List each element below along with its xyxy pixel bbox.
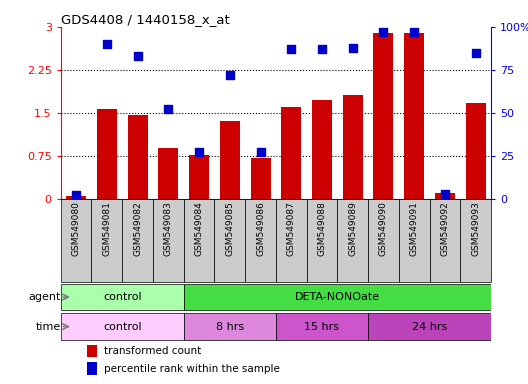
Bar bbox=[250, 157, 270, 199]
Point bbox=[102, 41, 111, 47]
Text: GSM549087: GSM549087 bbox=[287, 202, 296, 256]
Bar bbox=[61, 199, 91, 282]
Bar bbox=[343, 94, 363, 199]
Bar bbox=[220, 121, 240, 199]
Bar bbox=[61, 313, 184, 340]
Bar bbox=[184, 199, 214, 282]
Bar bbox=[97, 109, 117, 199]
Bar bbox=[184, 313, 276, 340]
Point bbox=[410, 29, 418, 35]
Text: GSM549093: GSM549093 bbox=[471, 202, 480, 256]
Point bbox=[379, 29, 388, 35]
Bar bbox=[184, 284, 491, 310]
Bar bbox=[153, 199, 184, 282]
Bar bbox=[430, 199, 460, 282]
Bar bbox=[189, 155, 209, 199]
Bar bbox=[128, 115, 147, 199]
Text: GSM549081: GSM549081 bbox=[102, 202, 111, 256]
Bar bbox=[460, 199, 491, 282]
Text: time: time bbox=[35, 321, 61, 332]
Text: 8 hrs: 8 hrs bbox=[216, 321, 244, 332]
Bar bbox=[399, 199, 430, 282]
Text: GDS4408 / 1440158_x_at: GDS4408 / 1440158_x_at bbox=[61, 13, 230, 26]
Bar bbox=[368, 313, 491, 340]
Point bbox=[134, 53, 142, 59]
Text: GSM549084: GSM549084 bbox=[194, 202, 203, 256]
Point bbox=[72, 192, 80, 199]
Text: GSM549091: GSM549091 bbox=[410, 202, 419, 256]
Bar bbox=[373, 33, 393, 199]
Point bbox=[164, 106, 173, 113]
Text: control: control bbox=[103, 292, 142, 302]
Bar bbox=[122, 199, 153, 282]
Bar bbox=[435, 193, 455, 199]
Bar bbox=[158, 149, 178, 199]
Text: GSM549090: GSM549090 bbox=[379, 202, 388, 256]
Bar bbox=[91, 199, 122, 282]
Bar bbox=[337, 199, 368, 282]
Bar bbox=[245, 199, 276, 282]
Text: GSM549082: GSM549082 bbox=[133, 202, 142, 256]
Bar bbox=[87, 345, 97, 357]
Text: 15 hrs: 15 hrs bbox=[305, 321, 340, 332]
Text: GSM549088: GSM549088 bbox=[317, 202, 326, 256]
Bar bbox=[61, 284, 184, 310]
Point bbox=[348, 45, 357, 51]
Point bbox=[256, 149, 265, 156]
Point bbox=[318, 46, 326, 52]
Bar bbox=[281, 107, 301, 199]
Bar bbox=[276, 199, 307, 282]
Bar bbox=[312, 100, 332, 199]
Text: agent: agent bbox=[29, 292, 61, 302]
Text: GSM549083: GSM549083 bbox=[164, 202, 173, 256]
Bar bbox=[66, 196, 86, 199]
Bar bbox=[87, 362, 97, 374]
Text: GSM549080: GSM549080 bbox=[72, 202, 81, 256]
Point bbox=[195, 149, 203, 156]
Text: 24 hrs: 24 hrs bbox=[412, 321, 447, 332]
Point bbox=[472, 50, 480, 56]
Text: control: control bbox=[103, 321, 142, 332]
Text: GSM549092: GSM549092 bbox=[440, 202, 449, 256]
Text: GSM549085: GSM549085 bbox=[225, 202, 234, 256]
Point bbox=[287, 46, 296, 52]
Bar bbox=[307, 199, 337, 282]
Text: GSM549089: GSM549089 bbox=[348, 202, 357, 256]
Bar bbox=[214, 199, 245, 282]
Text: percentile rank within the sample: percentile rank within the sample bbox=[104, 364, 280, 374]
Point bbox=[225, 72, 234, 78]
Bar bbox=[404, 33, 424, 199]
Text: DETA-NONOate: DETA-NONOate bbox=[295, 292, 380, 302]
Text: GSM549086: GSM549086 bbox=[256, 202, 265, 256]
Bar bbox=[276, 313, 368, 340]
Text: transformed count: transformed count bbox=[104, 346, 201, 356]
Bar bbox=[368, 199, 399, 282]
Point bbox=[441, 191, 449, 197]
Bar bbox=[466, 103, 486, 199]
